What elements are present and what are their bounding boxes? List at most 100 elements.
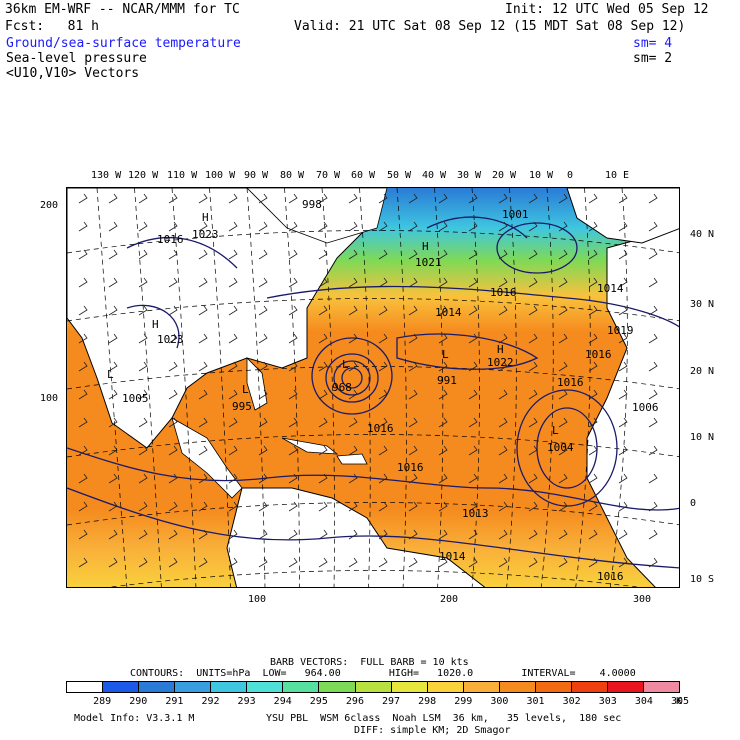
wind-barb [288, 473, 298, 484]
wind-barb [108, 277, 118, 288]
isobar-972 [325, 353, 379, 403]
wind-barb [558, 361, 568, 372]
longitude-label: 0 [567, 170, 574, 181]
wind-barb [348, 277, 358, 288]
wind-barb [498, 249, 508, 260]
color-bar-segment [427, 682, 464, 692]
wind-barb [138, 389, 148, 400]
pressure-label: 1014 [597, 282, 624, 295]
wind-barb [258, 249, 268, 260]
wind-barb [108, 557, 118, 568]
pressure-label: 1021 [415, 256, 442, 269]
wind-barb [558, 305, 568, 316]
pressure-label: 1006 [632, 401, 659, 414]
longitude-label: 110 W [167, 170, 198, 181]
wind-barb [108, 361, 118, 372]
wind-barb [408, 445, 418, 456]
wind-barb [78, 501, 88, 512]
color-bar-segment [247, 682, 284, 692]
wind-barb [528, 445, 538, 456]
wind-barb [228, 529, 238, 540]
wind-barb [618, 501, 628, 512]
wind-barb [138, 445, 148, 456]
wind-barb [498, 445, 508, 456]
wind-barb [528, 529, 538, 540]
color-bar-label: 295 [309, 696, 328, 707]
wind-barb [378, 277, 388, 288]
wind-barb [258, 193, 268, 204]
wind-barb [468, 221, 478, 232]
color-bar-segment [67, 682, 104, 692]
isobar-1023-west [126, 236, 238, 269]
wind-barb [558, 557, 568, 568]
wind-barb [558, 529, 568, 540]
wind-barb [198, 249, 208, 260]
wind-barb [408, 305, 418, 316]
meridian-line [209, 188, 231, 587]
wind-barb [198, 333, 208, 344]
pressure-label: 1016 [157, 233, 184, 246]
forecast-hour: Fcst: 81 h [5, 19, 99, 34]
wind-barb [618, 333, 628, 344]
wind-barb [468, 501, 478, 512]
wind-barb [498, 557, 508, 568]
wind-barb [678, 538, 679, 539]
longitude-label: 20 W [492, 170, 517, 181]
wind-barb [78, 529, 88, 540]
north-america-land [67, 188, 368, 449]
wind-barb [438, 473, 448, 484]
wind-barb [78, 333, 88, 344]
wind-barb [318, 445, 328, 456]
wind-barb [168, 249, 178, 260]
wind-barb [108, 445, 118, 456]
wind-barb [528, 333, 538, 344]
color-bar-label: 290 [129, 696, 148, 707]
isobar-1023 [126, 304, 180, 349]
wind-barb [228, 305, 238, 316]
color-bar-label: 304 [634, 696, 653, 707]
wind-barb [258, 445, 268, 456]
pressure-label: 1014 [439, 550, 466, 563]
wind-barb [678, 398, 679, 399]
isobar-1004 [536, 407, 598, 489]
color-bar-segment [103, 682, 140, 692]
wind-barb [588, 193, 598, 204]
wind-barb [588, 221, 598, 232]
longitude-label: 100 W [205, 170, 236, 181]
longitude-label: 30 W [457, 170, 482, 181]
wind-barb [258, 221, 268, 232]
wind-barb [138, 333, 148, 344]
weather-map[interactable]: 998 1001 1021 1016 1014 1014 1023 1019 1016 1016 1… [66, 187, 680, 588]
wind-barb [438, 389, 448, 400]
wind-barb [528, 193, 538, 204]
wind-barb [498, 221, 508, 232]
wind-barb [558, 473, 568, 484]
wind-barb [318, 557, 328, 568]
color-bar-label: 289 [93, 696, 112, 707]
wind-barb [468, 417, 478, 428]
latitude-label: 10 N [690, 432, 715, 443]
wind-barb [468, 333, 478, 344]
wind-barb [648, 333, 658, 344]
pressure-label: 1016 [597, 570, 624, 583]
parallel-line [67, 230, 679, 254]
field1-smoothing: sm= 4 [633, 36, 673, 51]
wind-barb [258, 333, 268, 344]
wind-barb [288, 389, 298, 400]
wind-barb [678, 230, 679, 231]
wind-barb [108, 193, 118, 204]
color-bar-segment [607, 682, 644, 692]
wind-barb [468, 557, 478, 568]
wind-barb [438, 445, 448, 456]
wind-barb [168, 501, 178, 512]
parallel-line [108, 570, 640, 587]
map-canvas: 998 1001 1021 1016 1014 1014 1023 1019 1016 1016 1… [67, 188, 679, 587]
wind-barb [288, 557, 298, 568]
pressure-label: H [202, 211, 209, 224]
wind-barb [288, 193, 298, 204]
pressure-label: H [497, 343, 504, 356]
wind-barb [618, 277, 628, 288]
color-bar-label: 292 [201, 696, 220, 707]
color-bar-segment [139, 682, 176, 692]
wind-barb [108, 249, 118, 260]
